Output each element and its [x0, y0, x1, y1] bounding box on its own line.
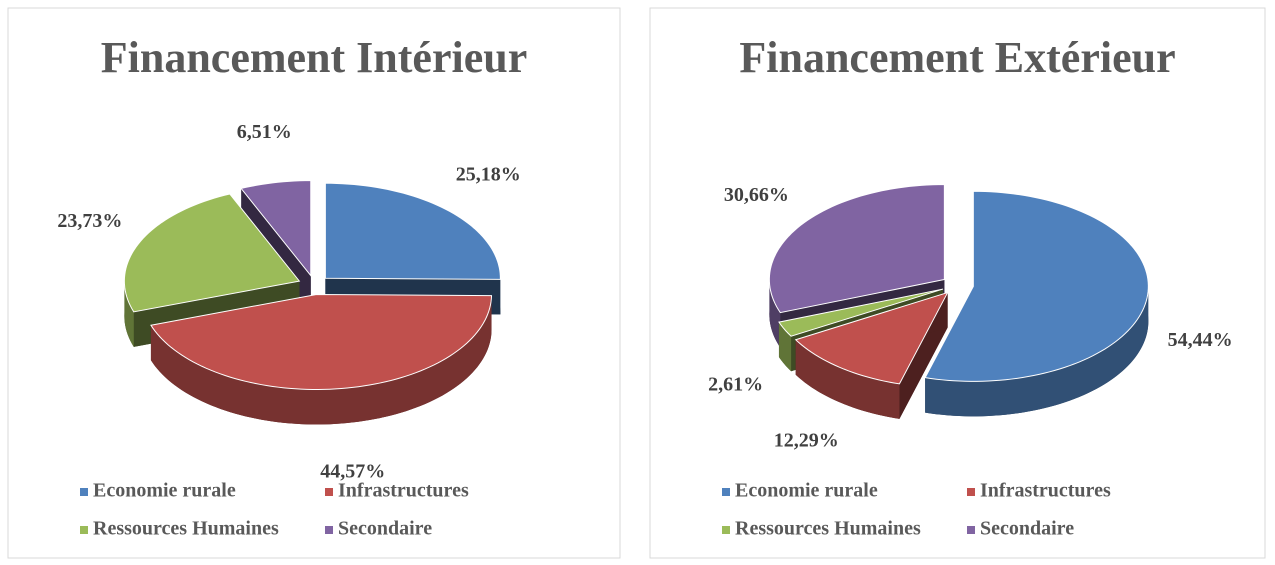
legend-swatch — [80, 488, 88, 496]
legend-swatch — [967, 526, 975, 534]
legend-swatch — [967, 488, 975, 496]
legend-label: Economie rurale — [93, 480, 236, 502]
data-label: 23,73% — [57, 210, 122, 232]
data-label: 25,18% — [456, 164, 521, 186]
legend-swatch — [80, 526, 88, 534]
data-label: 2,61% — [708, 373, 763, 395]
legend-swatch — [325, 526, 333, 534]
legend-swatch — [325, 488, 333, 496]
legend-swatch — [722, 488, 730, 496]
data-label: 30,66% — [724, 184, 789, 206]
chart-title: Financement Extérieur — [739, 33, 1175, 82]
legend-label: Infrastructures — [980, 480, 1111, 502]
legend-label: Infrastructures — [338, 480, 469, 502]
legend-label: Ressources Humaines — [735, 518, 921, 540]
data-label: 12,29% — [774, 430, 839, 452]
data-label: 54,44% — [1168, 329, 1233, 351]
legend-label: Economie rurale — [735, 480, 878, 502]
panel — [650, 8, 1265, 558]
legend-swatch — [722, 526, 730, 534]
panel — [8, 8, 620, 558]
chart-title: Financement Intérieur — [101, 33, 527, 82]
data-label: 6,51% — [237, 121, 292, 143]
legend-label: Secondaire — [338, 518, 432, 540]
legend-label: Ressources Humaines — [93, 518, 279, 540]
legend-label: Secondaire — [980, 518, 1074, 540]
